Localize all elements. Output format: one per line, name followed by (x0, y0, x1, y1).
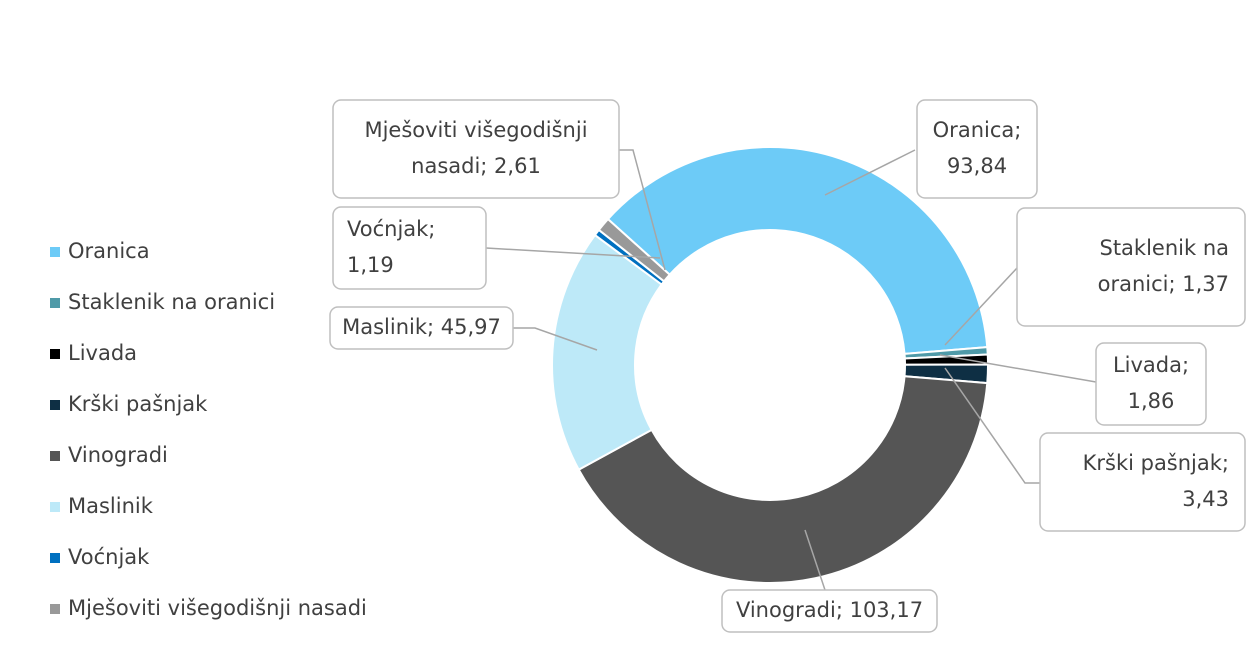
leader-line (485, 247, 661, 259)
leader-line (824, 149, 916, 196)
label-box (332, 206, 487, 290)
leader-line (804, 529, 826, 591)
data-label: Maslinik; 45,97 (342, 315, 501, 339)
legend-swatch (50, 553, 60, 563)
label-box (332, 99, 620, 199)
legend-label: Oranica (68, 239, 150, 263)
data-label: Vinogradi; 103,17 (736, 598, 923, 622)
leader-line (513, 327, 598, 351)
leader-line (944, 367, 1040, 484)
legend-label: Voćnjak (68, 545, 150, 569)
leader-line (619, 149, 666, 271)
legend-label: Mješoviti višegodišnji nasadi (68, 596, 367, 620)
leader-line (944, 267, 1018, 346)
legend-swatch (50, 349, 60, 359)
legend-swatch (50, 604, 60, 614)
data-label: Oranica; 93,84 (933, 118, 1022, 178)
legend-swatch (50, 247, 60, 257)
legend-swatch (50, 298, 60, 308)
label-box (329, 306, 514, 350)
leader-line (939, 354, 1097, 383)
label-box (1016, 207, 1246, 327)
legend-label: Krški pašnjak (68, 392, 208, 416)
data-label: Staklenik na oranici; 1,37 (1098, 236, 1229, 296)
legend-swatch (50, 400, 60, 410)
legend-label: Vinogradi (68, 443, 168, 467)
legend-swatch (50, 502, 60, 512)
donut-slice (597, 217, 672, 283)
label-box (1095, 342, 1207, 426)
data-label: Livada; 1,86 (1113, 353, 1189, 413)
label-box (1039, 432, 1246, 532)
donut-slice (606, 146, 989, 356)
donut-slice (577, 375, 989, 584)
label-box (721, 589, 938, 633)
legend-swatch (50, 451, 60, 461)
data-label: Mješoviti višegodišnji nasadi; 2,61 (364, 118, 587, 178)
data-label: Krški pašnjak; 3,43 (1083, 451, 1229, 511)
legend-label: Maslinik (68, 494, 154, 518)
label-box (916, 99, 1038, 199)
legend-label: Staklenik na oranici (68, 290, 275, 314)
legend-label: Livada (68, 341, 137, 365)
data-label: Voćnjak; 1,19 (347, 217, 435, 277)
donut-slice (551, 233, 664, 472)
